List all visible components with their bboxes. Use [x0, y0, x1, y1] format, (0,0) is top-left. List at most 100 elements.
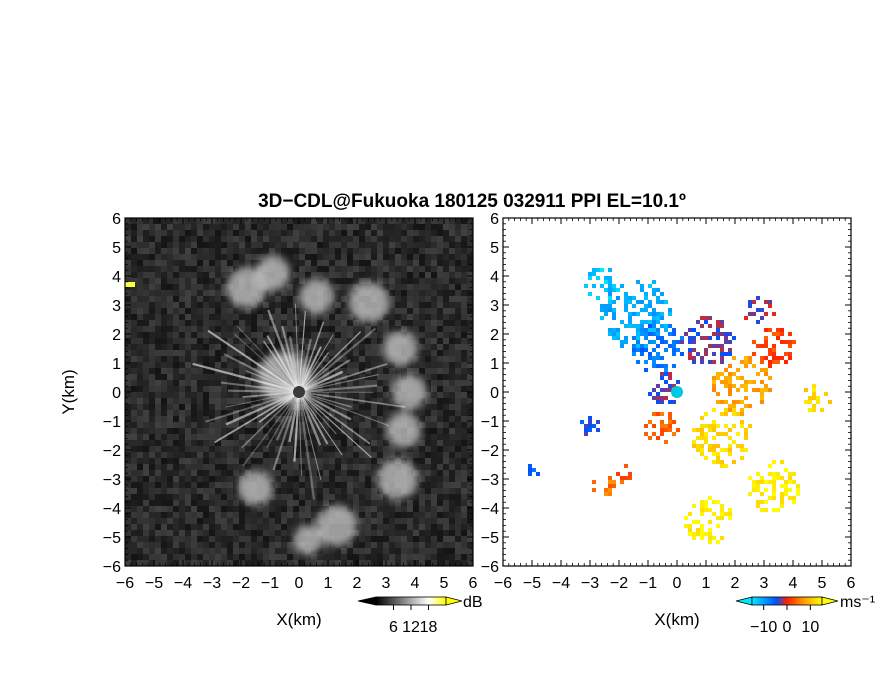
- velocity-pixel: [648, 436, 652, 440]
- snr-noise-cell: [179, 500, 185, 506]
- snr-noise-cell: [305, 320, 311, 326]
- snr-noise-cell: [341, 470, 347, 476]
- snr-noise-cell: [209, 284, 215, 290]
- snr-noise-cell: [341, 242, 347, 248]
- snr-noise-cell: [365, 404, 371, 410]
- snr-noise-cell: [215, 356, 221, 362]
- snr-noise-cell: [353, 236, 359, 242]
- velocity-pixel: [728, 388, 732, 392]
- snr-noise-cell: [197, 410, 203, 416]
- velocity-pixel: [692, 340, 696, 344]
- snr-noise-cell: [179, 404, 185, 410]
- snr-noise-cell: [191, 560, 197, 566]
- velocity-pixel: [636, 332, 640, 336]
- snr-noise-cell: [281, 248, 287, 254]
- snr-noise-cell: [197, 554, 203, 560]
- snr-noise-cell: [455, 524, 461, 530]
- snr-noise-cell: [329, 278, 335, 284]
- snr-noise-cell: [185, 230, 191, 236]
- velocity-pixel: [700, 536, 704, 540]
- snr-noise-cell: [233, 554, 239, 560]
- snr-noise-cell: [419, 326, 425, 332]
- snr-noise-cell: [137, 266, 143, 272]
- snr-noise-cell: [311, 500, 317, 506]
- snr-noise-cell: [371, 260, 377, 266]
- snr-noise-cell: [461, 278, 467, 284]
- velocity-pixel: [732, 404, 736, 408]
- snr-noise-cell: [287, 284, 293, 290]
- snr-noise-cell: [449, 230, 455, 236]
- snr-noise-cell: [275, 440, 281, 446]
- snr-noise-cell: [401, 290, 407, 296]
- velocity-pixel: [728, 512, 732, 516]
- snr-noise-cell: [419, 320, 425, 326]
- snr-noise-cell: [263, 524, 269, 530]
- snr-noise-cell: [371, 440, 377, 446]
- snr-noise-cell: [197, 332, 203, 338]
- snr-noise-cell: [365, 512, 371, 518]
- snr-noise-cell: [431, 332, 437, 338]
- snr-noise-cell: [317, 314, 323, 320]
- snr-noise-cell: [413, 410, 419, 416]
- snr-noise-cell: [179, 368, 185, 374]
- snr-noise-cell: [263, 242, 269, 248]
- snr-noise-cell: [125, 326, 131, 332]
- snr-noise-cell: [341, 296, 347, 302]
- snr-noise-cell: [131, 398, 137, 404]
- velocity-pixel: [704, 432, 708, 436]
- snr-noise-cell: [185, 434, 191, 440]
- snr-noise-cell: [455, 380, 461, 386]
- velocity-pixel: [652, 324, 656, 328]
- snr-noise-cell: [371, 488, 377, 494]
- snr-noise-cell: [125, 440, 131, 446]
- snr-noise-cell: [425, 320, 431, 326]
- snr-noise-cell: [239, 524, 245, 530]
- velocity-pixel: [716, 456, 720, 460]
- snr-noise-cell: [149, 542, 155, 548]
- snr-noise-cell: [401, 506, 407, 512]
- snr-noise-cell: [155, 530, 161, 536]
- x-tick-label: −1: [261, 575, 279, 592]
- snr-noise-cell: [431, 236, 437, 242]
- snr-noise-cell: [149, 518, 155, 524]
- snr-noise-cell: [125, 452, 131, 458]
- y-tick-label: −4: [481, 501, 499, 518]
- snr-noise-cell: [203, 260, 209, 266]
- snr-noise-cell: [377, 236, 383, 242]
- velocity-pixel: [696, 444, 700, 448]
- velocity-pixel: [648, 356, 652, 360]
- snr-noise-cell: [203, 536, 209, 542]
- snr-echo-region: [238, 470, 273, 505]
- snr-noise-cell: [269, 500, 275, 506]
- velocity-pixel: [700, 324, 704, 328]
- velocity-pixel: [740, 448, 744, 452]
- snr-noise-cell: [143, 278, 149, 284]
- snr-noise-cell: [179, 476, 185, 482]
- snr-noise-cell: [293, 296, 299, 302]
- snr-noise-cell: [407, 242, 413, 248]
- velocity-colorbar-low-arrow: [736, 597, 752, 605]
- snr-noise-cell: [245, 320, 251, 326]
- snr-noise-cell: [293, 482, 299, 488]
- snr-noise-cell: [173, 242, 179, 248]
- snr-noise-cell: [143, 320, 149, 326]
- velocity-pixel: [712, 408, 716, 412]
- velocity-pixel: [748, 492, 752, 496]
- snr-noise-cell: [167, 344, 173, 350]
- snr-noise-cell: [143, 344, 149, 350]
- snr-noise-cell: [215, 380, 221, 386]
- velocity-pixel: [760, 480, 764, 484]
- snr-noise-cell: [185, 302, 191, 308]
- snr-noise-cell: [155, 482, 161, 488]
- snr-noise-cell: [461, 224, 467, 230]
- snr-noise-cell: [401, 554, 407, 560]
- velocity-pixel: [608, 276, 612, 280]
- snr-noise-cell: [329, 260, 335, 266]
- velocity-pixel: [720, 372, 724, 376]
- snr-noise-cell: [227, 260, 233, 266]
- snr-noise-cell: [191, 326, 197, 332]
- snr-noise-cell: [167, 242, 173, 248]
- x-tick-label: −6: [116, 575, 134, 592]
- snr-noise-cell: [371, 242, 377, 248]
- snr-noise-cell: [455, 236, 461, 242]
